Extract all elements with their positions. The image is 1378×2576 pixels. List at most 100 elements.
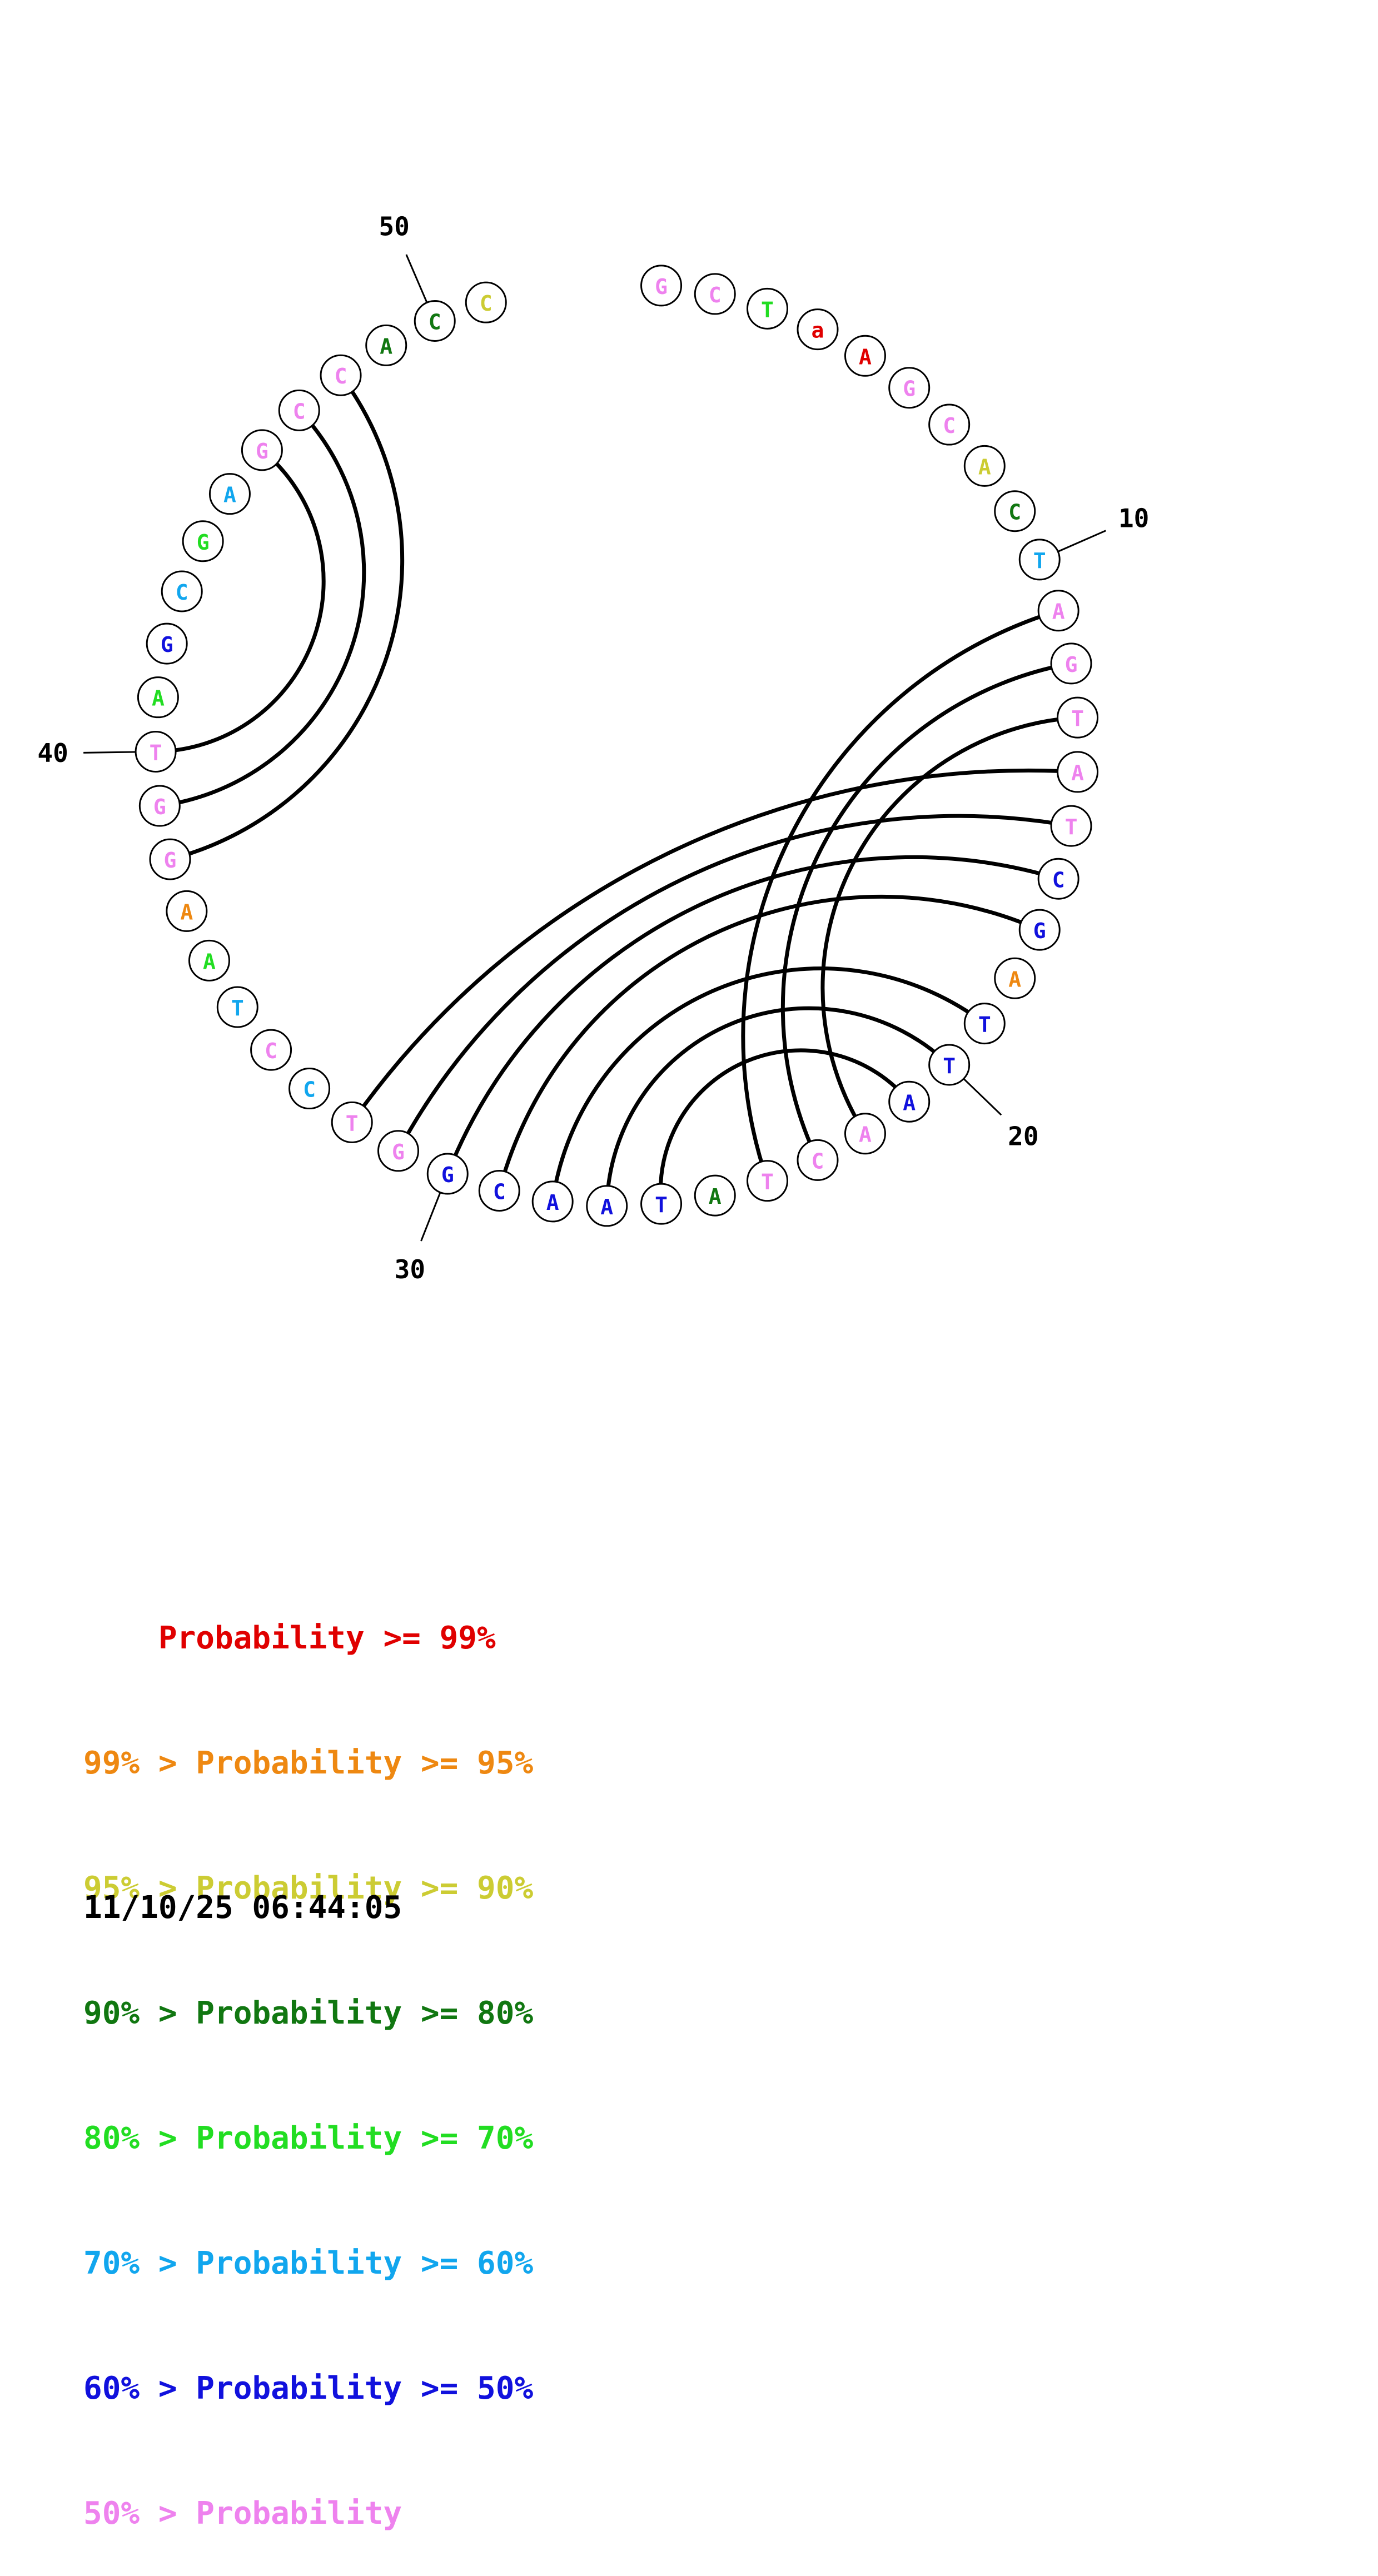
nucleotide: G (241, 429, 283, 471)
tick-label: 40 (37, 738, 68, 768)
nucleotide-circle (994, 490, 1036, 532)
tick-label: 10 (1118, 504, 1149, 534)
nucleotide-letter: G (1033, 919, 1046, 943)
pair-arc (780, 661, 1072, 1161)
nucleotide: T (746, 1160, 788, 1202)
nucleotide-circle (149, 838, 191, 880)
nucleotide: G (182, 520, 224, 562)
nucleotide-letter: T (231, 996, 244, 1020)
legend-label: Probability >= 70% (196, 2120, 534, 2156)
nucleotide: T (331, 1101, 373, 1143)
nucleotide: A (365, 324, 407, 366)
pair-arc (159, 408, 366, 808)
nucleotide-letter: C (303, 1078, 316, 1102)
pair-arc (170, 374, 405, 861)
nucleotide-letter: C (1008, 500, 1021, 525)
nucleotide-letter: T (943, 1054, 956, 1078)
nucleotide-circle (1018, 539, 1061, 581)
legend-label: Probability >= 99% (158, 1620, 496, 1656)
nucleotide: T (216, 986, 258, 1028)
nucleotide-letter: C (812, 1149, 824, 1173)
legend-label: Probability >= 60% (196, 2245, 534, 2281)
pair-arc (658, 1048, 911, 1204)
tick-label: 50 (379, 211, 409, 241)
nucleotide: A (586, 1185, 628, 1227)
nucleotide-circle (182, 520, 224, 562)
nucleotide-circle (746, 1160, 788, 1202)
nucleotide-circle (746, 287, 788, 330)
nucleotide-circle (414, 300, 456, 342)
nucleotide-letter: T (655, 1193, 668, 1217)
tick-line (963, 1078, 1002, 1116)
nucleotide-circle (963, 445, 1006, 487)
nucleotide-circle (694, 1174, 736, 1217)
nucleotide: A (166, 890, 208, 932)
nucleotide-letter: A (380, 334, 392, 358)
nucleotide: A (137, 676, 179, 719)
nucleotide-letter: T (1071, 706, 1084, 731)
nucleotides: G CTaAGCACTAGTATCGATTAACTATAACGGTCCTAAGGT… (135, 265, 1099, 1227)
nucleotide: T (135, 730, 177, 773)
nucleotide-circle (1057, 751, 1099, 793)
nucleotide-letter: G (655, 275, 668, 299)
nucleotide-circle (640, 265, 683, 307)
nucleotide-letter: C (943, 413, 956, 438)
nucleotide-circle (586, 1185, 628, 1227)
nucleotide-letter: a (812, 318, 824, 343)
nucleotide-circle (377, 1130, 420, 1172)
nucleotide-circle (844, 335, 886, 377)
legend-row-below-50: 50% > Probability (83, 2493, 533, 2534)
legend-prefix: 90% > (83, 1995, 196, 2031)
nucleotide-circle (994, 957, 1036, 999)
nucleotide: G (138, 785, 181, 827)
nucleotide-letter: T (978, 1013, 991, 1037)
nucleotide-circle (208, 473, 251, 515)
nucleotide: G (640, 265, 683, 307)
legend-prefix (83, 1620, 158, 1656)
nucleotide-circle (188, 939, 230, 981)
nucleotide-letter: A (859, 345, 872, 369)
nucleotide-circle (137, 676, 179, 719)
nucleotide-letter: G (153, 795, 166, 819)
nucleotide-circle (1050, 805, 1092, 847)
nucleotide-letter: T (150, 740, 162, 765)
nucleotide-letter: A (709, 1184, 722, 1209)
legend-prefix: 70% > (83, 2245, 196, 2281)
nucleotide: C (694, 273, 736, 315)
nucleotide-circle (797, 308, 839, 351)
legend-label: Probability >= 50% (196, 2370, 534, 2406)
nucleotide-letter: T (1033, 549, 1046, 573)
nucleotide: A (844, 335, 886, 377)
nucleotide: C (478, 1170, 520, 1212)
nucleotide-circle (531, 1180, 574, 1223)
nucleotide-circle (1050, 642, 1092, 685)
pair-arcs (156, 374, 1078, 1206)
pair-arc (156, 449, 326, 754)
legend-prefix: 60% > (83, 2370, 196, 2406)
pair-arc (741, 609, 1059, 1182)
pair-arc (550, 966, 986, 1202)
legend-label: Probability >= 90% (196, 1870, 534, 1906)
nucleotide: T (1057, 696, 1099, 739)
nucleotide-circle (138, 785, 181, 827)
nucleotide-circle (888, 367, 931, 409)
nucleotide: C (414, 300, 456, 342)
nucleotide: C (320, 354, 362, 396)
legend-label: Probability >= 95% (196, 1745, 534, 1781)
nucleotide-letter: T (761, 1170, 774, 1194)
legend-row-99: Probability >= 99% (83, 1617, 533, 1659)
nucleotide-letter: A (903, 1090, 916, 1115)
nucleotide-circle (928, 403, 971, 446)
pair-arc (350, 768, 1078, 1124)
nucleotide-letter: G (392, 1140, 405, 1164)
nucleotide: C (928, 403, 971, 446)
nucleotide-letter: C (709, 283, 722, 307)
nucleotide: C (288, 1068, 331, 1110)
nucleotide-letter: A (152, 686, 165, 711)
nucleotide: C (994, 490, 1036, 532)
nucleotide: C (797, 1139, 839, 1181)
nucleotide: G (1050, 642, 1092, 685)
nucleotide: a (797, 308, 839, 351)
nucleotide: G (377, 1130, 420, 1172)
nucleotide-letter: G (903, 377, 916, 401)
